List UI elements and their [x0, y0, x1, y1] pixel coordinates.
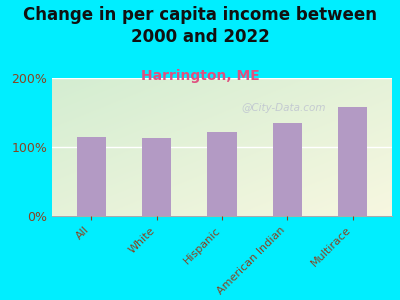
Bar [76, 136, 106, 216]
Text: Harrington, ME: Harrington, ME [141, 69, 259, 83]
Text: @City-Data.com: @City-Data.com [241, 103, 326, 113]
Bar [338, 107, 368, 216]
Bar [142, 138, 171, 216]
Text: Change in per capita income between
2000 and 2022: Change in per capita income between 2000… [23, 6, 377, 46]
Bar [273, 123, 302, 216]
Bar [207, 132, 237, 216]
